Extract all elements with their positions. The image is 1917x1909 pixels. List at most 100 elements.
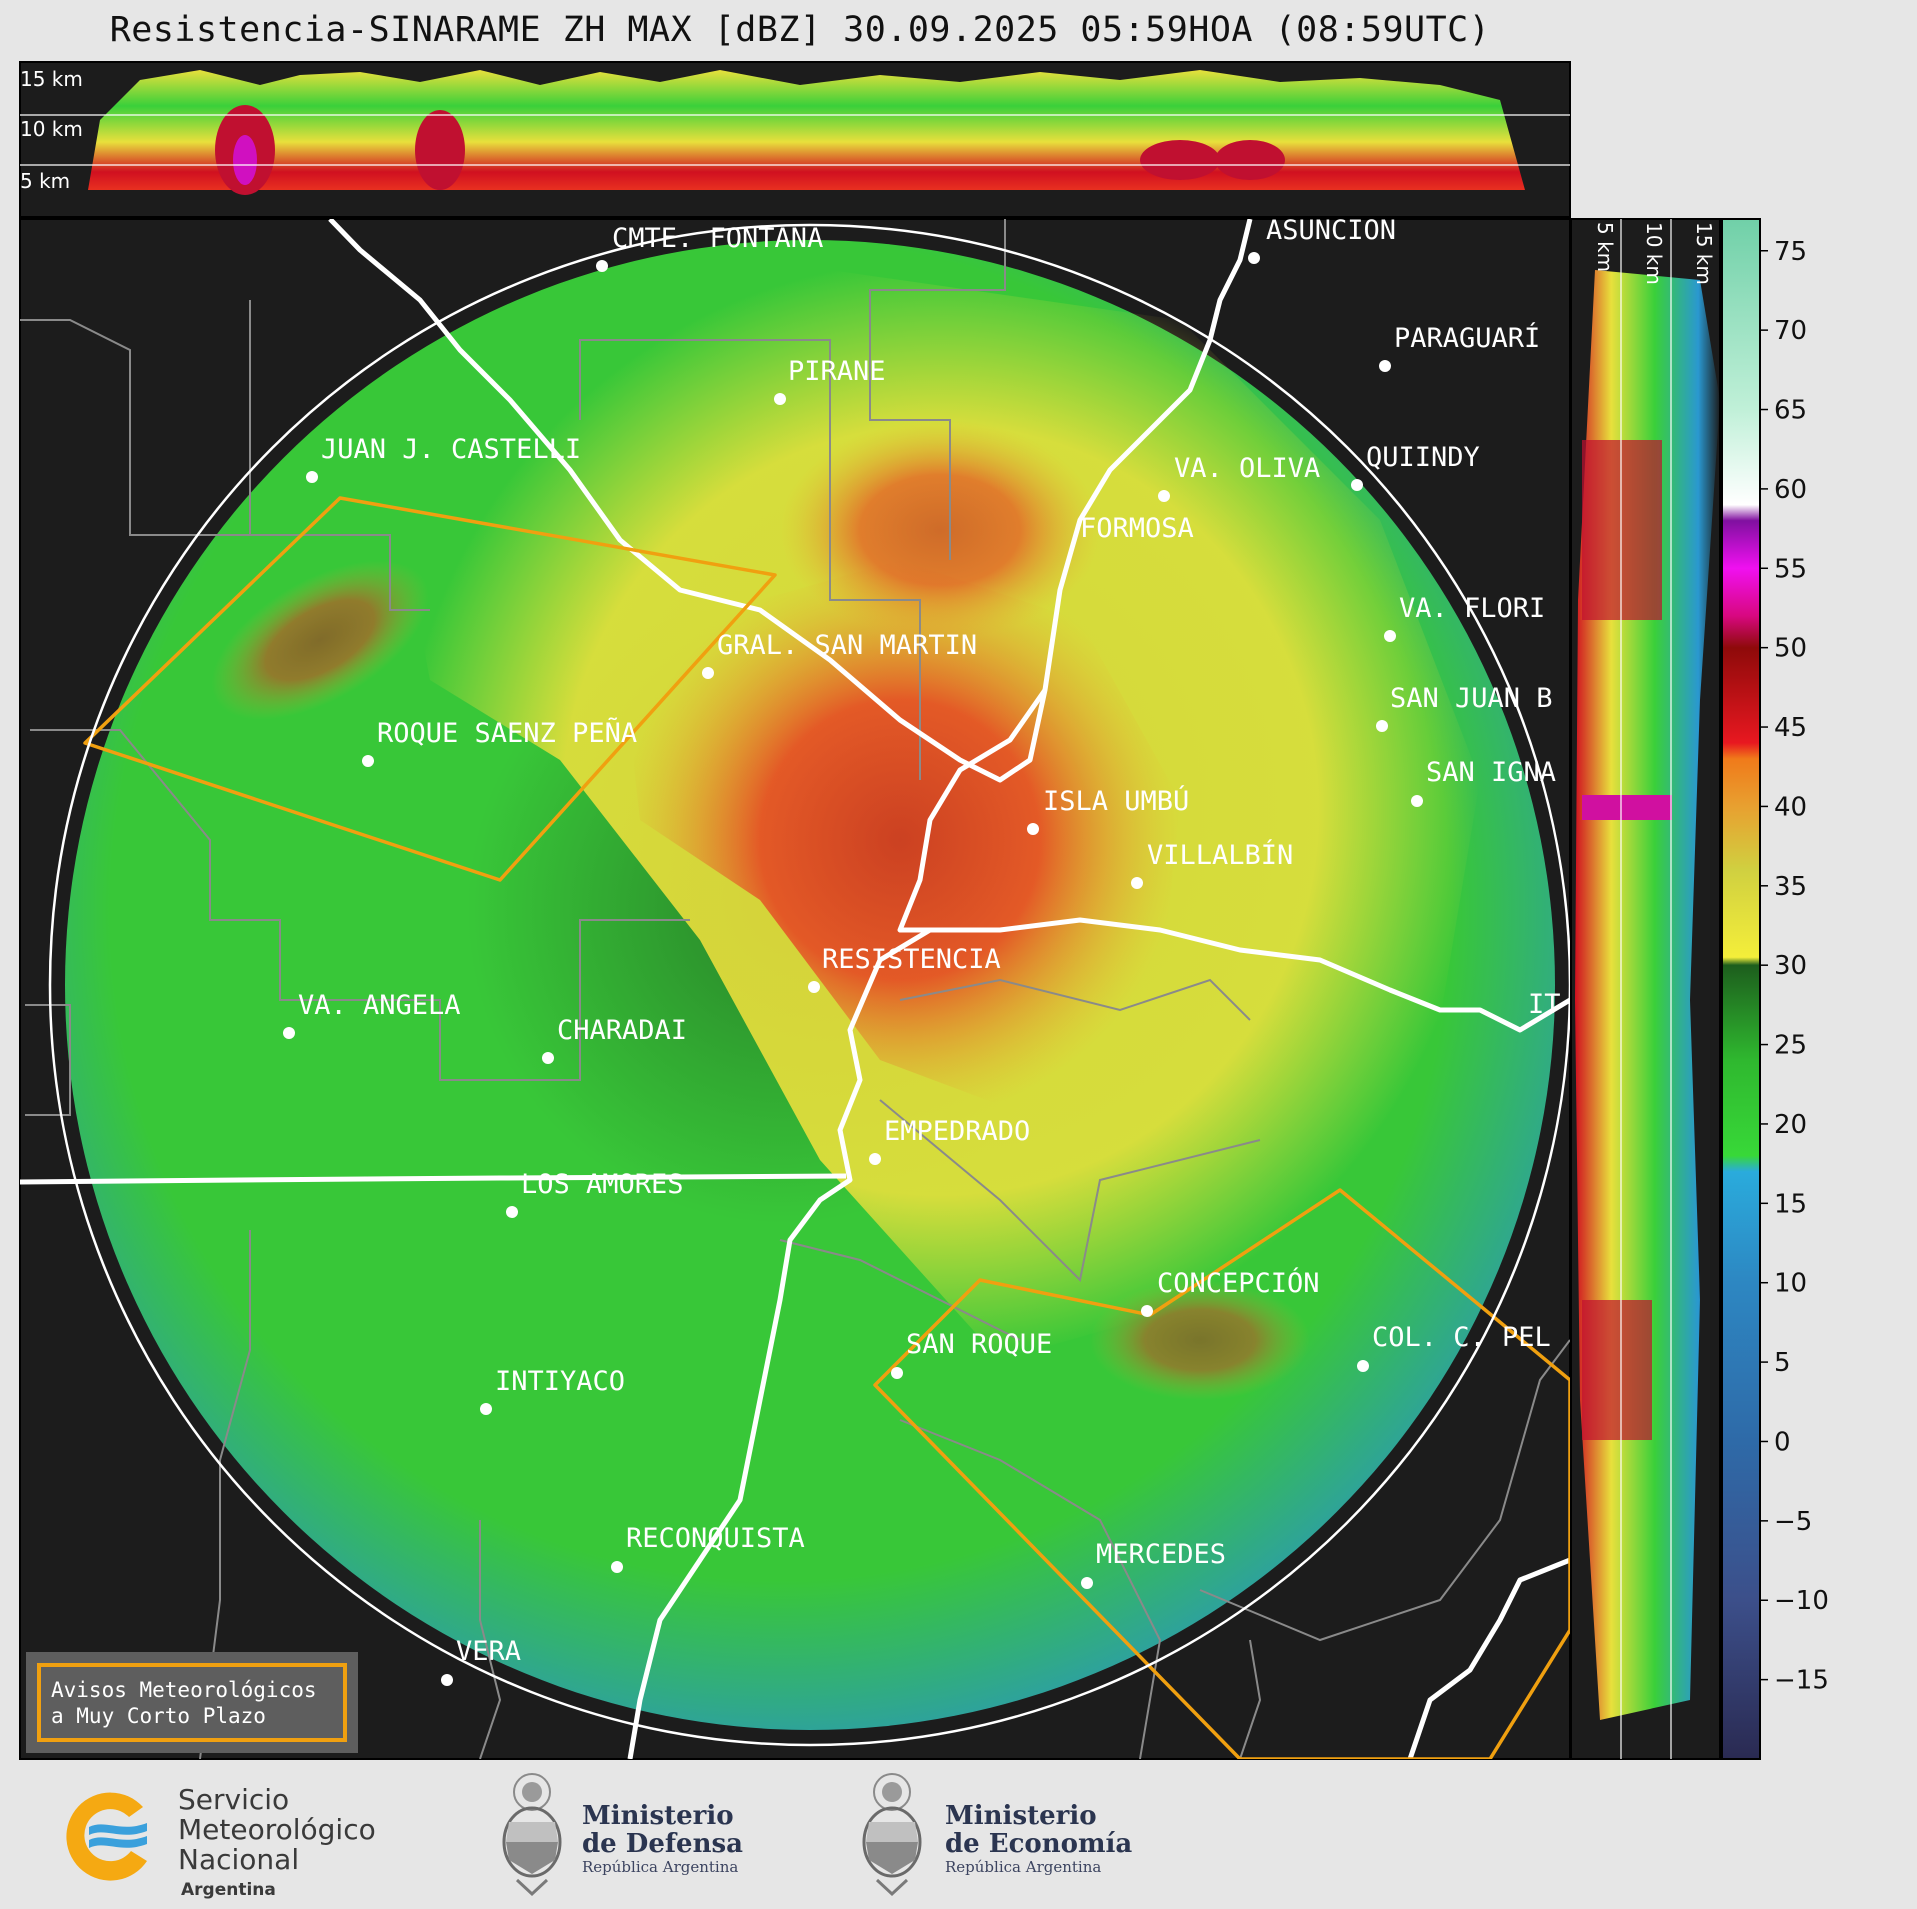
place-label: PARAGUARÍ [1394,322,1540,354]
place-va-angela: VA. ANGELA [283,990,461,1039]
rivers [20,219,1570,1759]
place-marker [1351,479,1363,491]
place-san-igna: SAN IGNA [1411,757,1556,807]
place-mercedes: MERCEDES [1081,1539,1226,1589]
top-profile-label-10km: 10 km [20,117,83,141]
place-marker [1379,360,1391,372]
place-marker [542,1052,554,1064]
place-label: RESISTENCIA [822,944,1001,975]
place-va-flori: VA. FLORI [1384,593,1545,642]
place-it: IT [1528,989,1561,1020]
place-label: RECONQUISTA [626,1523,805,1554]
place-label: SAN IGNA [1426,757,1556,788]
top-profile-core [415,110,465,190]
place-label: JUAN J. CASTELLI [321,434,581,465]
place-marker [1384,630,1396,642]
place-paraguar: PARAGUARÍ [1379,322,1540,372]
side-profile-panel: 5 km 10 km 15 km [1570,218,1721,1760]
place-marker [1131,877,1143,889]
place-reconquista: RECONQUISTA [611,1523,805,1573]
place-label: ISLA UMBÚ [1043,785,1189,817]
places-layer: CMTE. FONTANA ASUNCIÓN PARAGUARÍ PIRANE JUAN… [283,214,1561,1686]
place-label: ROQUE SAENZ PEÑA [377,717,637,749]
defensa-line-2: de Defensa [582,1829,743,1859]
place-marker [1411,795,1423,807]
place-villalb-n: VILLALBÍN [1131,839,1293,889]
place-label: VA. OLIVA [1174,453,1320,484]
colorbar-tick-label: 25 [1774,1031,1807,1061]
place-marker [480,1403,492,1415]
place-marker [611,1561,623,1573]
side-profile-label-15km: 15 km [1692,222,1716,285]
colorbar-tick-label: 15 [1774,1189,1807,1219]
colorbar-tick-label: 45 [1774,713,1807,743]
warning-polygon-chaco [83,496,777,882]
place-marker [1248,252,1260,264]
national-shield-icon [502,1773,562,1897]
place-san-roque: SAN ROQUE [891,1329,1052,1379]
place-label: LOS AMORES [521,1169,684,1200]
place-marker [808,981,820,993]
place-label: ASUNCIÓN [1266,214,1396,246]
place-juan-j-castelli: JUAN J. CASTELLI [306,434,581,483]
top-profile-core [1215,140,1285,180]
colorbar-tick-label: 10 [1774,1269,1807,1299]
place-marker [283,1027,295,1039]
place-intiyaco: INTIYACO [480,1366,625,1415]
colorbar-tick-label: −5 [1774,1507,1812,1537]
place-label: VERA [456,1636,521,1667]
place-label: MERCEDES [1096,1539,1226,1570]
place-marker [506,1206,518,1218]
place-san-juan-b: SAN JUAN B [1376,683,1553,732]
top-profile-peak [233,135,257,185]
place-label: VILLALBÍN [1147,839,1293,871]
defensa-line-1: Ministerio [582,1801,734,1831]
warning-polygon-corrientes [873,1188,1570,1759]
place-label: COL. C. PEL [1372,1322,1551,1353]
place-formosa: FORMOSA [1080,513,1194,544]
place-marker [362,755,374,767]
side-profile-peak [1582,795,1672,820]
place-los-amores: LOS AMORES [506,1169,684,1218]
colorbar-tick-label: 65 [1774,396,1807,426]
place-marker [1357,1360,1369,1372]
colorbar-tick-label: 55 [1774,554,1807,584]
place-resistencia: RESISTENCIA [808,944,1001,993]
side-profile-core [1582,1300,1652,1440]
top-profile-echo [88,70,1525,190]
colorbar-tick-label: 75 [1774,237,1807,267]
place-marker [306,471,318,483]
place-pirane: PIRANE [774,356,886,405]
notice-box[interactable]: Avisos Meteorológicos a Muy Corto Plazo [26,1652,358,1753]
radar-map-panel: CMTE. FONTANA ASUNCIÓN PARAGUARÍ PIRANE JUAN… [19,214,1571,1760]
notice-line-2: a Muy Corto Plazo [51,1704,266,1728]
range-ring [48,223,1570,1747]
place-col-c-pel: COL. C. PEL [1357,1322,1551,1372]
place-label: PIRANE [788,356,886,387]
colorbar-tick-label: 20 [1774,1110,1807,1140]
place-gral-san-martin: GRAL. SAN MARTIN [702,630,977,679]
colorbar-tick-label: 30 [1774,951,1807,981]
place-isla-umb: ISLA UMBÚ [1027,785,1189,835]
place-marker [441,1674,453,1686]
echo-intense-area [211,560,429,720]
place-label: SAN ROQUE [906,1329,1052,1360]
national-shield-icon [862,1773,922,1897]
place-concepci-n: CONCEPCIÓN [1141,1267,1320,1317]
economia-sub: República Argentina [945,1858,1102,1876]
place-label: FORMOSA [1080,513,1194,544]
place-marker [702,667,714,679]
place-charadai: CHARADAI [542,1015,687,1064]
top-profile-label-15km: 15 km [20,67,83,91]
place-marker [774,393,786,405]
place-label: QUIINDY [1366,442,1480,473]
place-marker [596,260,608,272]
place-label: EMPEDRADO [884,1116,1030,1147]
smn-line-3: Nacional [178,1843,300,1876]
colorbar-tick-label: 60 [1774,475,1807,505]
place-roque-saenz-pe-a: ROQUE SAENZ PEÑA [362,717,637,767]
place-label: SAN JUAN B [1390,683,1553,714]
map-title: Resistencia-SINARAME ZH MAX [dBZ] 30.09.… [109,10,1491,50]
